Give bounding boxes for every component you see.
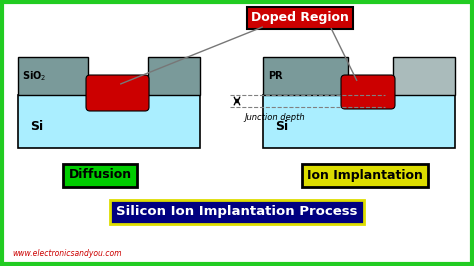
Text: SiO$_2$: SiO$_2$ — [22, 69, 46, 83]
FancyBboxPatch shape — [86, 75, 149, 111]
Bar — [18, 57, 88, 95]
Text: Doped Region: Doped Region — [251, 11, 349, 24]
Bar — [148, 57, 200, 95]
Text: www.electronicsandyou.com: www.electronicsandyou.com — [12, 248, 121, 257]
Bar — [263, 95, 455, 148]
Text: Ion Implantation: Ion Implantation — [307, 168, 423, 181]
Text: Silicon Ion Implantation Process: Silicon Ion Implantation Process — [116, 206, 358, 218]
Text: Diffusion: Diffusion — [68, 168, 132, 181]
FancyBboxPatch shape — [341, 75, 395, 109]
Bar — [393, 57, 455, 95]
Bar — [263, 57, 348, 95]
Text: PR: PR — [268, 71, 283, 81]
Text: Si: Si — [30, 120, 43, 133]
Text: Junction depth: Junction depth — [244, 113, 305, 122]
Text: Si: Si — [275, 120, 288, 133]
Bar — [18, 95, 200, 148]
